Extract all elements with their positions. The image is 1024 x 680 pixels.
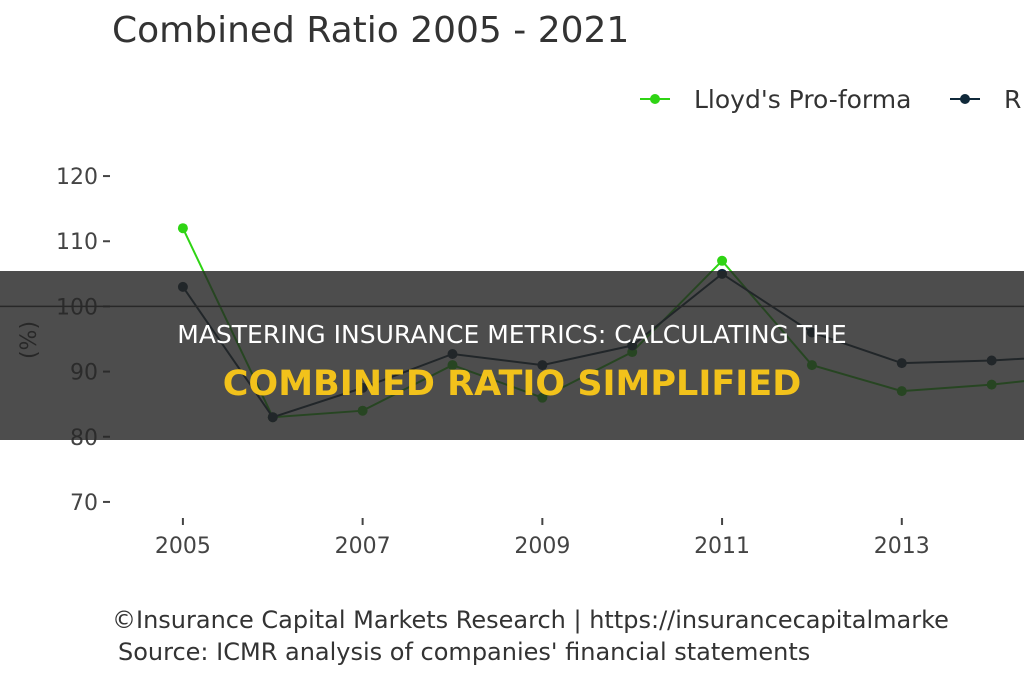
legend-label: R	[1004, 85, 1021, 114]
banner	[0, 271, 1024, 440]
y-tick-label: 110	[56, 230, 98, 255]
y-tick-label: 70	[70, 491, 98, 516]
caption: ©Insurance Capital Markets Research | ht…	[112, 606, 949, 634]
legend-marker	[960, 94, 970, 104]
legend-marker	[650, 94, 660, 104]
x-tick-label: 2009	[514, 534, 570, 559]
banner-line2: COMBINED RATIO SIMPLIFIED	[223, 364, 802, 404]
data-point	[717, 255, 728, 266]
data-point	[177, 223, 188, 234]
caption: Source: ICMR analysis of companies' fina…	[118, 638, 810, 666]
x-tick-label: 2013	[874, 534, 930, 559]
x-tick-label: 2011	[694, 534, 750, 559]
x-tick-label: 2005	[155, 534, 211, 559]
legend-label: Lloyd's Pro-forma	[694, 85, 911, 114]
chart-title: Combined Ratio 2005 - 2021	[112, 10, 629, 51]
x-tick-label: 2007	[335, 534, 391, 559]
y-tick-label: 120	[56, 165, 98, 190]
banner-line1: MASTERING INSURANCE METRICS: CALCULATING…	[177, 320, 846, 349]
